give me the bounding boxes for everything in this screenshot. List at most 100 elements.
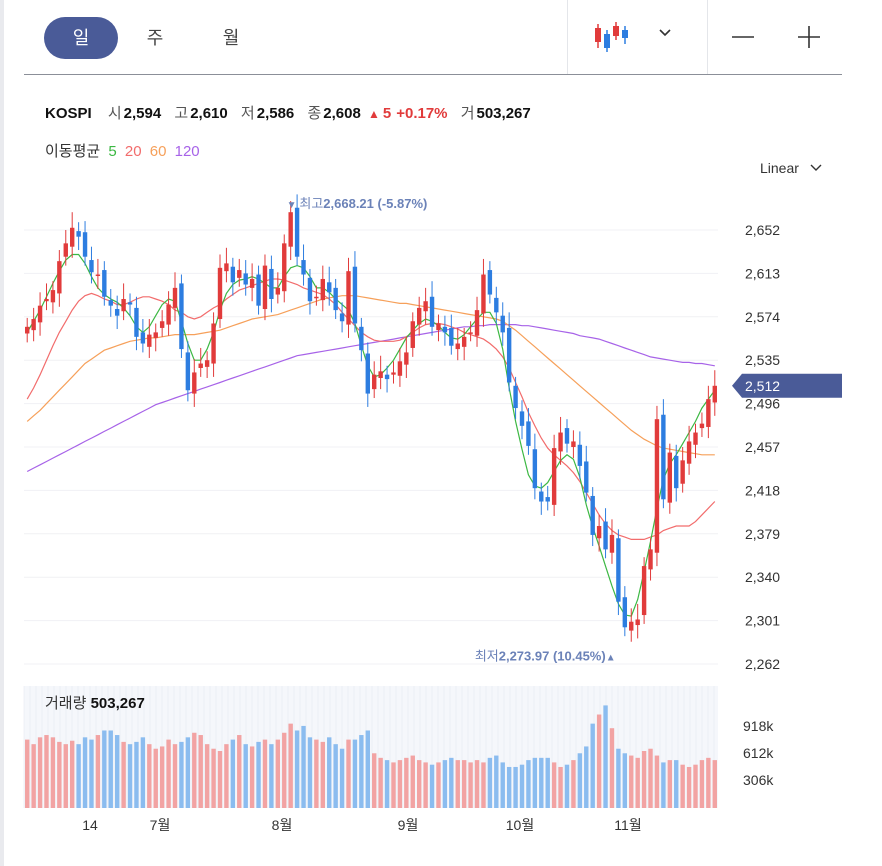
candle <box>584 461 589 493</box>
candle <box>108 300 113 306</box>
volume-bar <box>76 744 81 808</box>
candlestick-chart[interactable]: 2,652 2,613 2,574 2,535 2,496 2,457 2,418 2,379… <box>0 180 882 866</box>
volume-tick-label: 612k <box>743 745 774 761</box>
minus-icon <box>732 36 754 38</box>
volume-bar <box>391 762 396 808</box>
candle <box>513 385 518 409</box>
x-tick-label: 7월 <box>150 817 171 833</box>
candle <box>127 302 133 305</box>
candle <box>76 231 81 237</box>
volume-bar <box>481 762 486 808</box>
volume-bar <box>134 741 139 808</box>
volume-bar <box>603 705 608 808</box>
candle <box>384 374 390 380</box>
candle <box>693 432 698 445</box>
y-tick-label: 2,262 <box>745 656 780 672</box>
y-tick-label: 2,457 <box>745 439 780 455</box>
zoom-in-button[interactable] <box>790 18 828 56</box>
candle <box>551 448 557 505</box>
volume-bar <box>629 755 634 808</box>
candle <box>596 526 602 539</box>
volume-bar <box>513 766 518 808</box>
ma5-line <box>26 253 716 617</box>
volume-tick-label: 306k <box>743 772 774 788</box>
candle <box>327 282 332 293</box>
candle <box>50 290 56 303</box>
scale-label: Linear <box>760 160 799 176</box>
chevron-down-icon <box>659 29 671 37</box>
candle <box>622 597 628 628</box>
volume-bar <box>545 757 550 808</box>
candle <box>153 332 158 338</box>
candle <box>352 266 358 324</box>
y-tick-label: 2,535 <box>745 352 780 368</box>
candle <box>307 277 313 302</box>
candle <box>481 274 486 314</box>
volume-bar <box>108 730 113 808</box>
candle <box>359 326 364 351</box>
volume-bar <box>249 746 255 808</box>
volume-bar <box>584 746 589 808</box>
ma-60: 60 <box>149 143 167 160</box>
volume-bar <box>359 735 364 808</box>
candle <box>699 423 705 429</box>
current-price-label: 2,512 <box>745 378 780 394</box>
change-percent: +0.17% <box>396 105 448 122</box>
tab-day[interactable]: 일 <box>44 17 118 59</box>
volume-bar <box>372 753 377 808</box>
chart-type-dropdown[interactable] <box>592 18 682 56</box>
volume-bar <box>365 730 370 808</box>
volume-bar <box>397 760 403 808</box>
volume-panel <box>24 686 718 808</box>
candle <box>249 278 255 288</box>
volume-bar <box>693 764 698 808</box>
candle <box>159 321 165 328</box>
zoom-out-button[interactable] <box>724 18 762 56</box>
ma-120: 120 <box>174 143 200 160</box>
volume-bar <box>539 757 544 808</box>
candle <box>166 304 171 325</box>
volume-bar <box>50 737 56 808</box>
ma20-line <box>26 278 716 540</box>
volume-bar <box>352 739 358 808</box>
volume-bar <box>616 748 621 808</box>
candle <box>198 363 203 368</box>
candle <box>339 313 345 322</box>
volume-bar <box>699 760 705 808</box>
volume-bar <box>346 739 351 808</box>
candle <box>211 323 216 364</box>
volume-bar <box>526 760 531 808</box>
volume-bar <box>114 735 120 808</box>
candle <box>224 263 229 272</box>
candle <box>262 265 268 310</box>
low-value: 2,586 <box>256 105 295 122</box>
volume-bar <box>211 748 216 808</box>
high-label: 고 <box>174 105 189 122</box>
scale-dropdown[interactable]: Linear <box>760 160 823 176</box>
candle <box>140 332 146 344</box>
volume-bar <box>551 762 557 808</box>
candle <box>82 232 88 257</box>
candle <box>461 336 467 347</box>
candle <box>436 323 441 331</box>
volume-bar <box>153 748 158 808</box>
volume-bar <box>217 751 223 808</box>
volume-bar <box>442 760 448 808</box>
tab-week[interactable]: 주 <box>146 28 164 48</box>
volume-bar <box>712 760 717 808</box>
high-marker: ▼ 최고2,668.21 (-5.87%) <box>287 196 428 211</box>
close-label: 종 <box>307 105 322 122</box>
candle <box>487 270 493 295</box>
volume-bar <box>506 766 512 808</box>
y-tick-label: 2,496 <box>745 396 780 412</box>
open-label: 시 <box>107 105 122 122</box>
volume-bar <box>455 760 460 808</box>
volume-bar <box>494 755 499 808</box>
candle <box>37 305 43 323</box>
volume-bar <box>654 755 660 808</box>
price-summary: KOSPI 시 2,594 고 2,610 저 2,586 종 2,608 ▲ 5 +0.1… <box>45 102 540 123</box>
tab-month[interactable]: 월 <box>222 28 240 48</box>
candle <box>114 309 120 316</box>
candle <box>616 538 621 602</box>
y-tick-label: 2,301 <box>745 613 780 629</box>
